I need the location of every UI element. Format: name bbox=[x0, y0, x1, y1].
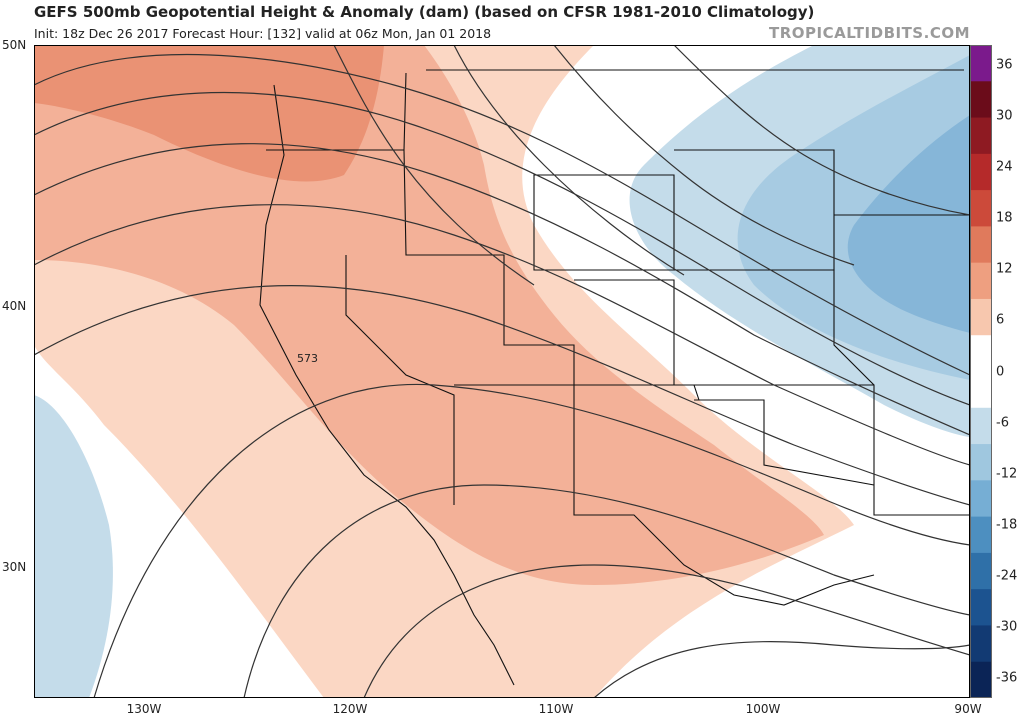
cool-anomaly-east-strong bbox=[847, 115, 970, 333]
colorbar-swatch bbox=[970, 371, 992, 409]
colorbar-level-label: -6 bbox=[996, 415, 1009, 431]
colorbar-level-label: -18 bbox=[996, 517, 1018, 533]
warm-anomaly-mid bbox=[34, 45, 824, 585]
colorbar-swatch bbox=[970, 625, 992, 663]
colorbar-level-label: 36 bbox=[996, 57, 1013, 73]
colorbar-level-label: 12 bbox=[996, 261, 1013, 277]
contour-label: 573 bbox=[297, 352, 318, 365]
colorbar-level-label: 24 bbox=[996, 159, 1013, 175]
colorbar-swatch bbox=[970, 45, 992, 82]
colorbar-level-label: -36 bbox=[996, 670, 1018, 686]
lon-label-130w: 130W bbox=[126, 702, 162, 716]
colorbar-swatch bbox=[970, 407, 992, 445]
lon-label-100w: 100W bbox=[745, 702, 781, 716]
colorbar-level-label: -30 bbox=[996, 619, 1018, 635]
map-svg: 573 bbox=[34, 45, 970, 698]
colorbar-level-label: 18 bbox=[996, 210, 1013, 226]
lon-label-90w: 90W bbox=[954, 702, 982, 716]
chart-title: GEFS 500mb Geopotential Height & Anomaly… bbox=[34, 3, 815, 21]
colorbar-level-label: 6 bbox=[996, 312, 1005, 328]
colorbar-swatch bbox=[970, 552, 992, 590]
colorbar-swatch bbox=[970, 226, 992, 264]
colorbar-level-label: -24 bbox=[996, 568, 1018, 584]
colorbar-swatch bbox=[970, 117, 992, 155]
colorbar-level-label: 30 bbox=[996, 108, 1013, 124]
colorbar-swatch bbox=[970, 444, 992, 481]
colorbar-swatch bbox=[970, 589, 992, 626]
lat-label-40n: 40N bbox=[2, 299, 27, 313]
lon-label-120w: 120W bbox=[332, 702, 368, 716]
colorbar-swatch bbox=[970, 516, 992, 554]
warm-anomaly-strong bbox=[34, 45, 384, 182]
boundaries bbox=[259, 69, 970, 686]
height-contours bbox=[34, 45, 970, 698]
colorbar-swatch bbox=[970, 81, 992, 119]
colorbar-swatch bbox=[970, 480, 992, 518]
colorbar-swatch bbox=[970, 262, 992, 300]
map-border bbox=[34, 45, 970, 698]
lat-label-50n: 50N bbox=[2, 38, 27, 52]
brand-watermark: TROPICALTIDBITS.COM bbox=[769, 24, 970, 42]
colorbar-swatch bbox=[970, 335, 992, 372]
colorbar-level-label: -12 bbox=[996, 466, 1018, 482]
colorbar-border bbox=[970, 45, 992, 698]
cool-anomaly-west bbox=[34, 395, 113, 698]
anomaly-colorbar bbox=[970, 45, 992, 699]
forecast-info: Init: 18z Dec 26 2017 Forecast Hour: [13… bbox=[34, 26, 492, 41]
map-panel: 573 bbox=[34, 45, 970, 698]
colorbar-level-label: 0 bbox=[996, 364, 1005, 379]
lat-label-30n: 30N bbox=[2, 560, 27, 574]
colorbar-svg bbox=[970, 45, 992, 699]
colorbar-swatch bbox=[970, 661, 992, 699]
colorbar-swatch bbox=[970, 153, 992, 191]
colorbar-swatch bbox=[970, 190, 992, 227]
colorbar-swatch bbox=[970, 298, 992, 336]
lon-label-110w: 110W bbox=[538, 702, 574, 716]
